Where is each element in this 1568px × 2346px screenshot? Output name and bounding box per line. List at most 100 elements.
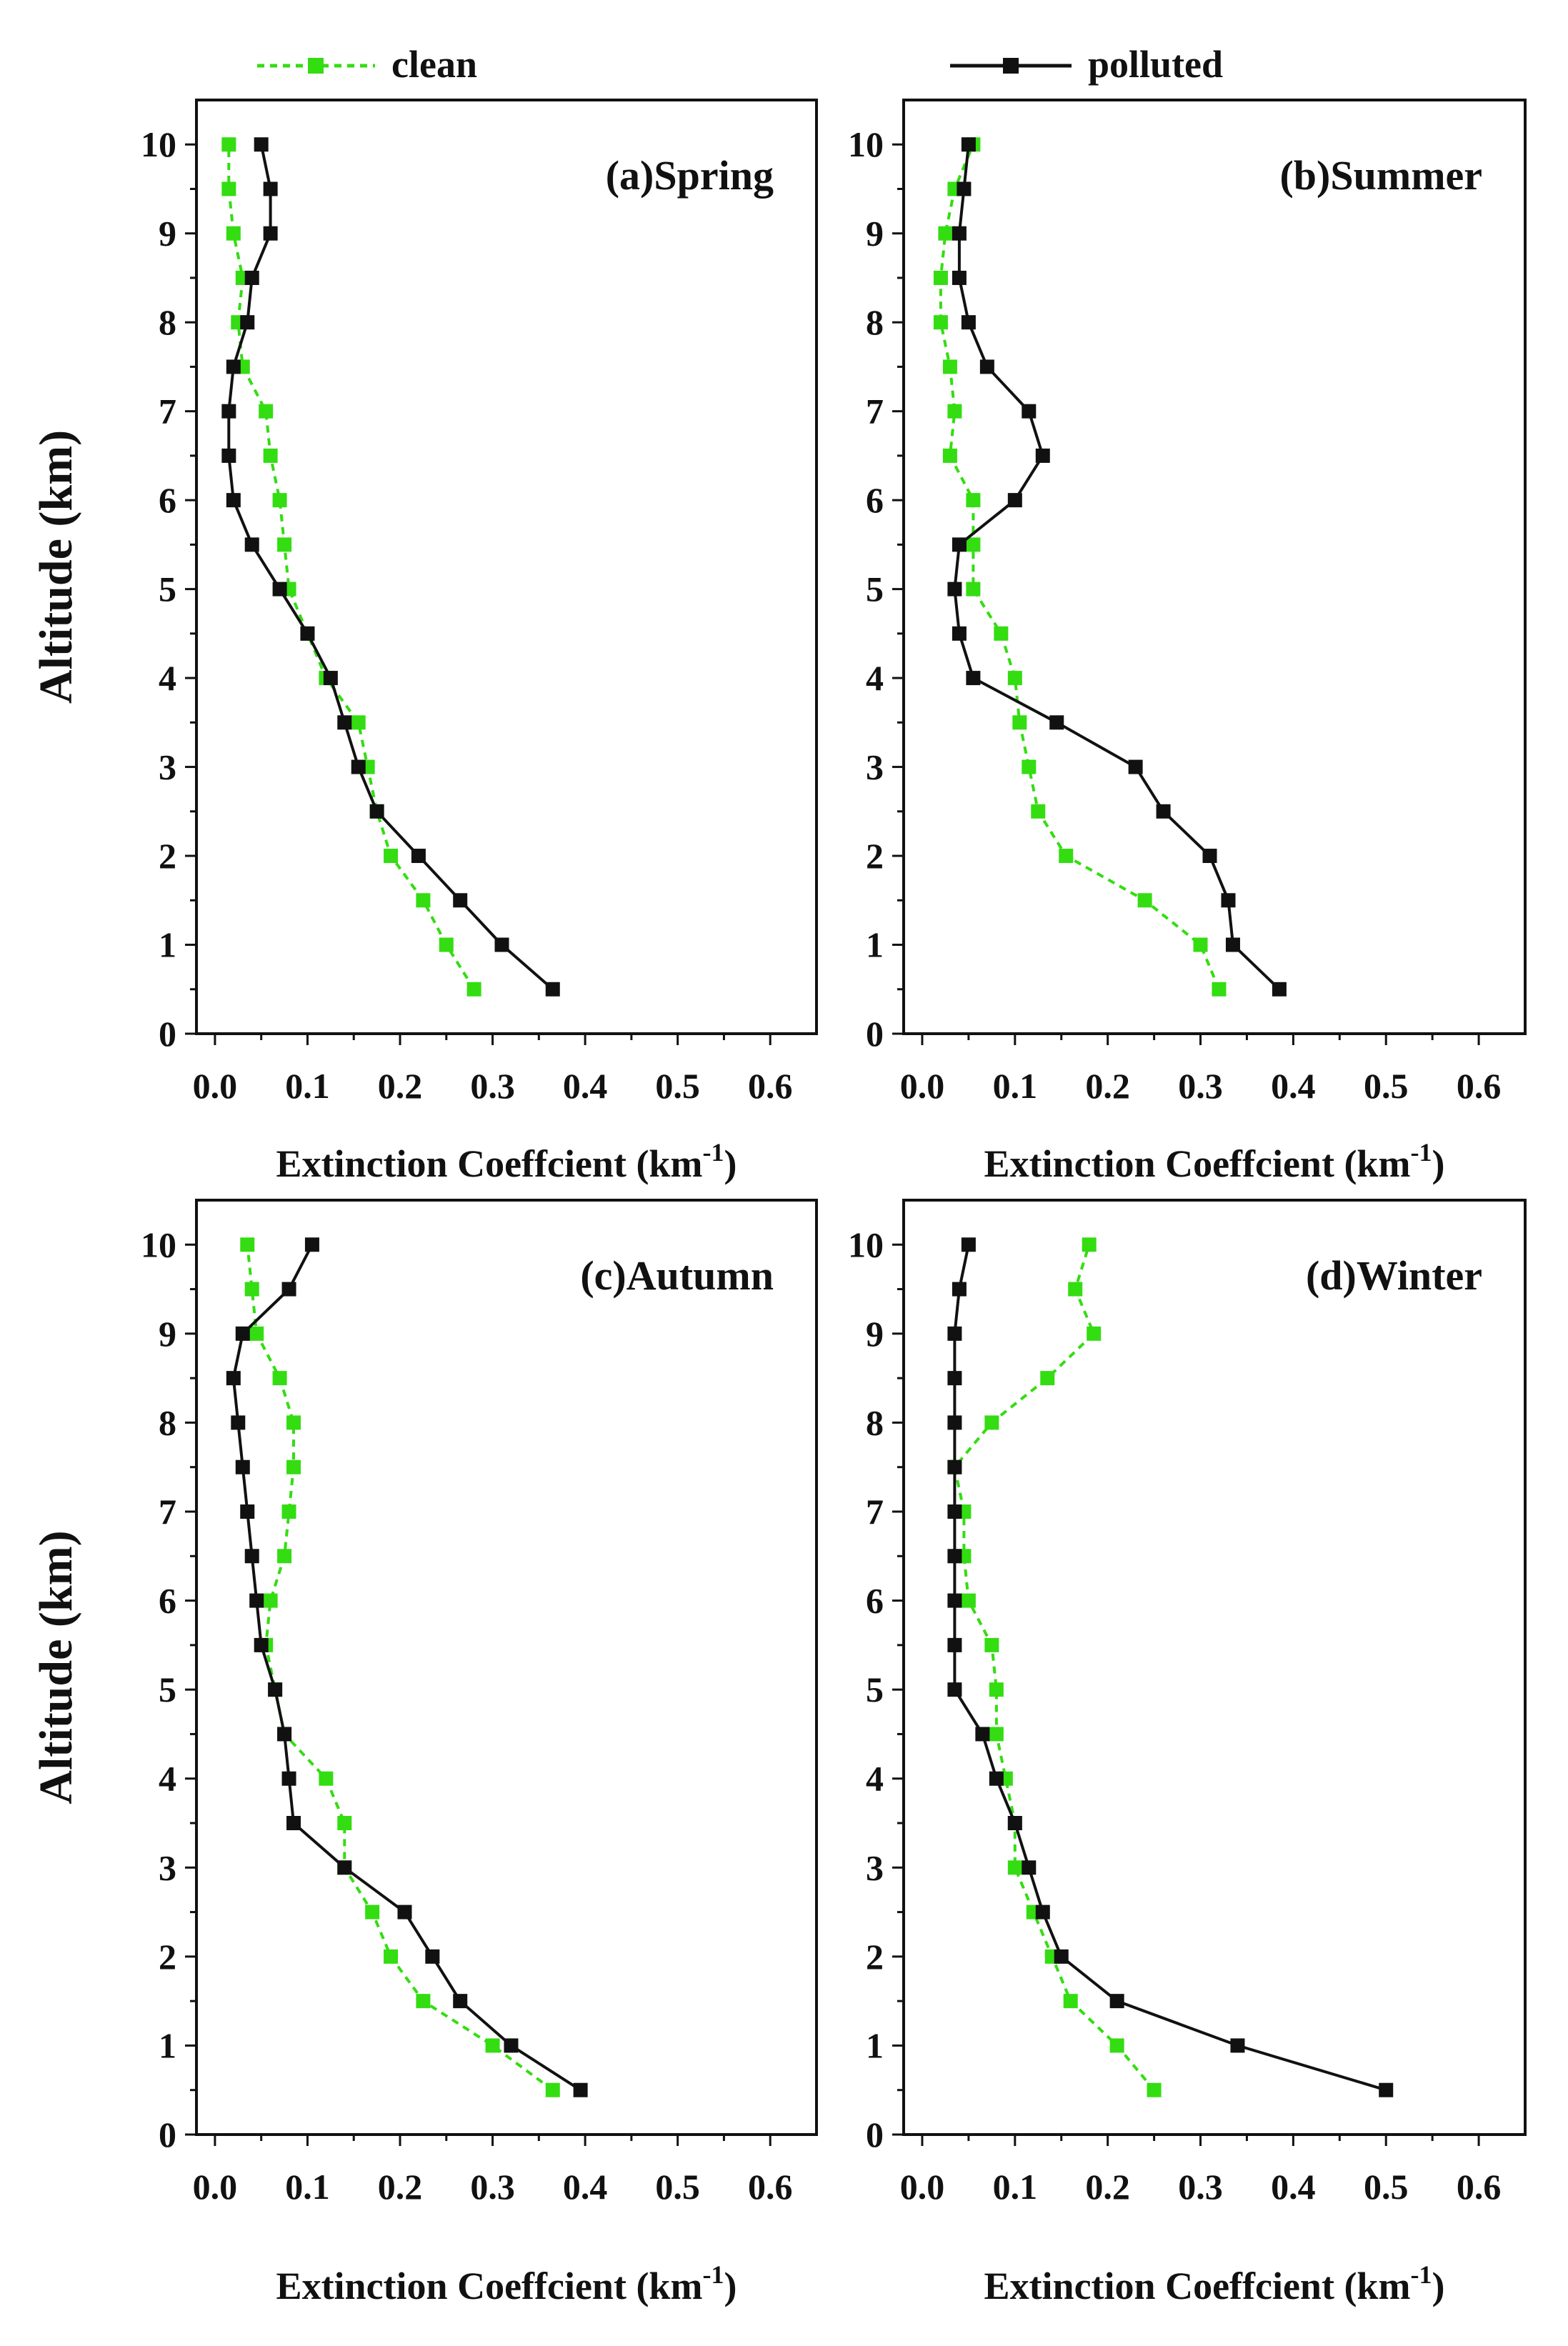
- data-point-clean: [249, 1326, 264, 1341]
- data-point-clean: [1063, 1994, 1078, 2009]
- data-point-clean: [319, 1771, 334, 1786]
- plot-frame: [195, 99, 818, 1035]
- legend-polluted-label: polluted: [1088, 43, 1223, 86]
- y-tick-label: 4: [159, 658, 176, 698]
- x-tick-label: 0.4: [1271, 1066, 1316, 1106]
- plot-frame: [195, 1199, 818, 2136]
- data-point-clean: [1147, 2082, 1162, 2097]
- data-point-polluted: [240, 1504, 255, 1519]
- y-tick-label: 10: [848, 124, 884, 164]
- data-point-polluted: [545, 982, 560, 997]
- x-axis-label: Extinction Coeffcient (km-1): [276, 2260, 737, 2307]
- data-point-polluted: [397, 1905, 412, 1920]
- data-point-clean: [1193, 937, 1208, 952]
- data-point-clean: [966, 493, 981, 508]
- x-tick-label: 0.1: [285, 2167, 330, 2207]
- data-point-polluted: [989, 1771, 1004, 1786]
- data-point-clean: [263, 448, 278, 463]
- data-point-clean: [485, 2038, 500, 2053]
- plot-frame: [902, 1199, 1527, 2136]
- series-line-clean: [939, 144, 1221, 990]
- data-point-polluted: [453, 893, 468, 908]
- data-point-clean: [1137, 893, 1152, 908]
- y-tick-label: 8: [159, 302, 176, 342]
- x-tick-label: 0.4: [1271, 2167, 1316, 2207]
- data-point-polluted: [961, 1237, 976, 1252]
- data-point-polluted: [254, 137, 269, 152]
- y-tick-label: 7: [866, 1492, 884, 1532]
- y-tick-label: 4: [159, 1759, 176, 1799]
- data-point-polluted: [249, 1593, 264, 1608]
- x-tick-label: 0.4: [563, 2167, 608, 2207]
- y-tick-label: 7: [159, 391, 176, 431]
- data-point-clean: [1022, 759, 1037, 774]
- x-axis-label: Extinction Coeffcient (km-1): [276, 1138, 737, 1185]
- y-axis-label: Altitude (km): [30, 430, 82, 704]
- legend-clean-label: clean: [391, 43, 477, 86]
- data-point-polluted: [1035, 1905, 1050, 1920]
- y-tick-label: 5: [866, 569, 884, 609]
- y-tick-label: 2: [159, 836, 176, 876]
- data-point-polluted: [244, 1549, 259, 1564]
- data-point-polluted: [504, 2038, 519, 2053]
- series-line-polluted: [227, 144, 554, 991]
- panel-title: (d)Winter: [1306, 1252, 1482, 1299]
- data-point-polluted: [573, 2082, 588, 2097]
- x-tick-label: 0.6: [1457, 1066, 1502, 1106]
- data-point-polluted: [947, 1371, 962, 1386]
- data-point-polluted: [952, 1282, 967, 1297]
- y-tick-label: 0: [159, 2115, 176, 2155]
- data-point-polluted: [1007, 1816, 1022, 1830]
- data-point-clean: [1007, 1860, 1022, 1875]
- y-tick-label: 9: [159, 1314, 176, 1354]
- y-tick-label: 1: [866, 2025, 884, 2065]
- data-point-clean: [1109, 2038, 1124, 2053]
- data-point-polluted: [323, 671, 338, 686]
- panel-3: 0 1 2 3 4 5 6 7 8 9 10 0.0 0.1 0.2 0.3 0.4 0.5 0.6 (c)Autu…: [30, 1199, 818, 2307]
- data-point-polluted: [453, 1994, 468, 2009]
- data-point-clean: [1068, 1282, 1083, 1297]
- y-tick-label: 2: [159, 1937, 176, 1977]
- y-tick-label: 5: [159, 569, 176, 609]
- data-point-polluted: [1230, 2038, 1245, 2053]
- data-point-polluted: [337, 1860, 352, 1875]
- series-line-polluted: [953, 1244, 1387, 2092]
- x-tick-label: 0.0: [900, 1066, 945, 1106]
- legend: clean polluted: [257, 43, 1223, 86]
- series-line-clean: [953, 1244, 1156, 2091]
- x-tick-label: 0.4: [563, 1066, 608, 1106]
- y-tick-label: 1: [159, 925, 176, 965]
- y-tick-label: 0: [159, 1014, 176, 1054]
- data-point-clean: [221, 137, 236, 152]
- series-line-polluted: [953, 144, 1281, 991]
- data-point-polluted: [1156, 804, 1171, 819]
- data-point-polluted: [952, 626, 967, 641]
- data-point-clean: [384, 1949, 399, 1964]
- data-point-polluted: [235, 1459, 250, 1474]
- x-tick-label: 0.1: [285, 1066, 330, 1106]
- x-tick-label: 0.1: [993, 1066, 1038, 1106]
- panel-title: (a)Spring: [606, 152, 774, 199]
- data-point-clean: [1031, 804, 1046, 819]
- data-point-clean: [351, 715, 366, 730]
- data-point-polluted: [1379, 2082, 1394, 2097]
- data-point-clean: [281, 1504, 296, 1519]
- data-point-polluted: [226, 1371, 241, 1386]
- data-point-polluted: [263, 226, 278, 241]
- data-point-polluted: [1035, 448, 1050, 463]
- x-tick-label: 0.0: [900, 2167, 945, 2207]
- y-tick-label: 7: [866, 391, 884, 431]
- y-tick-label: 6: [866, 1581, 884, 1621]
- data-point-polluted: [975, 1727, 990, 1742]
- data-point-polluted: [952, 270, 967, 285]
- y-tick-label: 1: [866, 925, 884, 965]
- x-tick-label: 0.2: [1085, 2167, 1130, 2207]
- y-tick-label: 6: [159, 1581, 176, 1621]
- data-point-polluted: [240, 315, 255, 330]
- data-point-polluted: [244, 270, 259, 285]
- data-point-polluted: [952, 537, 967, 552]
- data-point-clean: [1087, 1326, 1102, 1341]
- data-point-polluted: [947, 1326, 962, 1341]
- data-point-clean: [286, 1459, 301, 1474]
